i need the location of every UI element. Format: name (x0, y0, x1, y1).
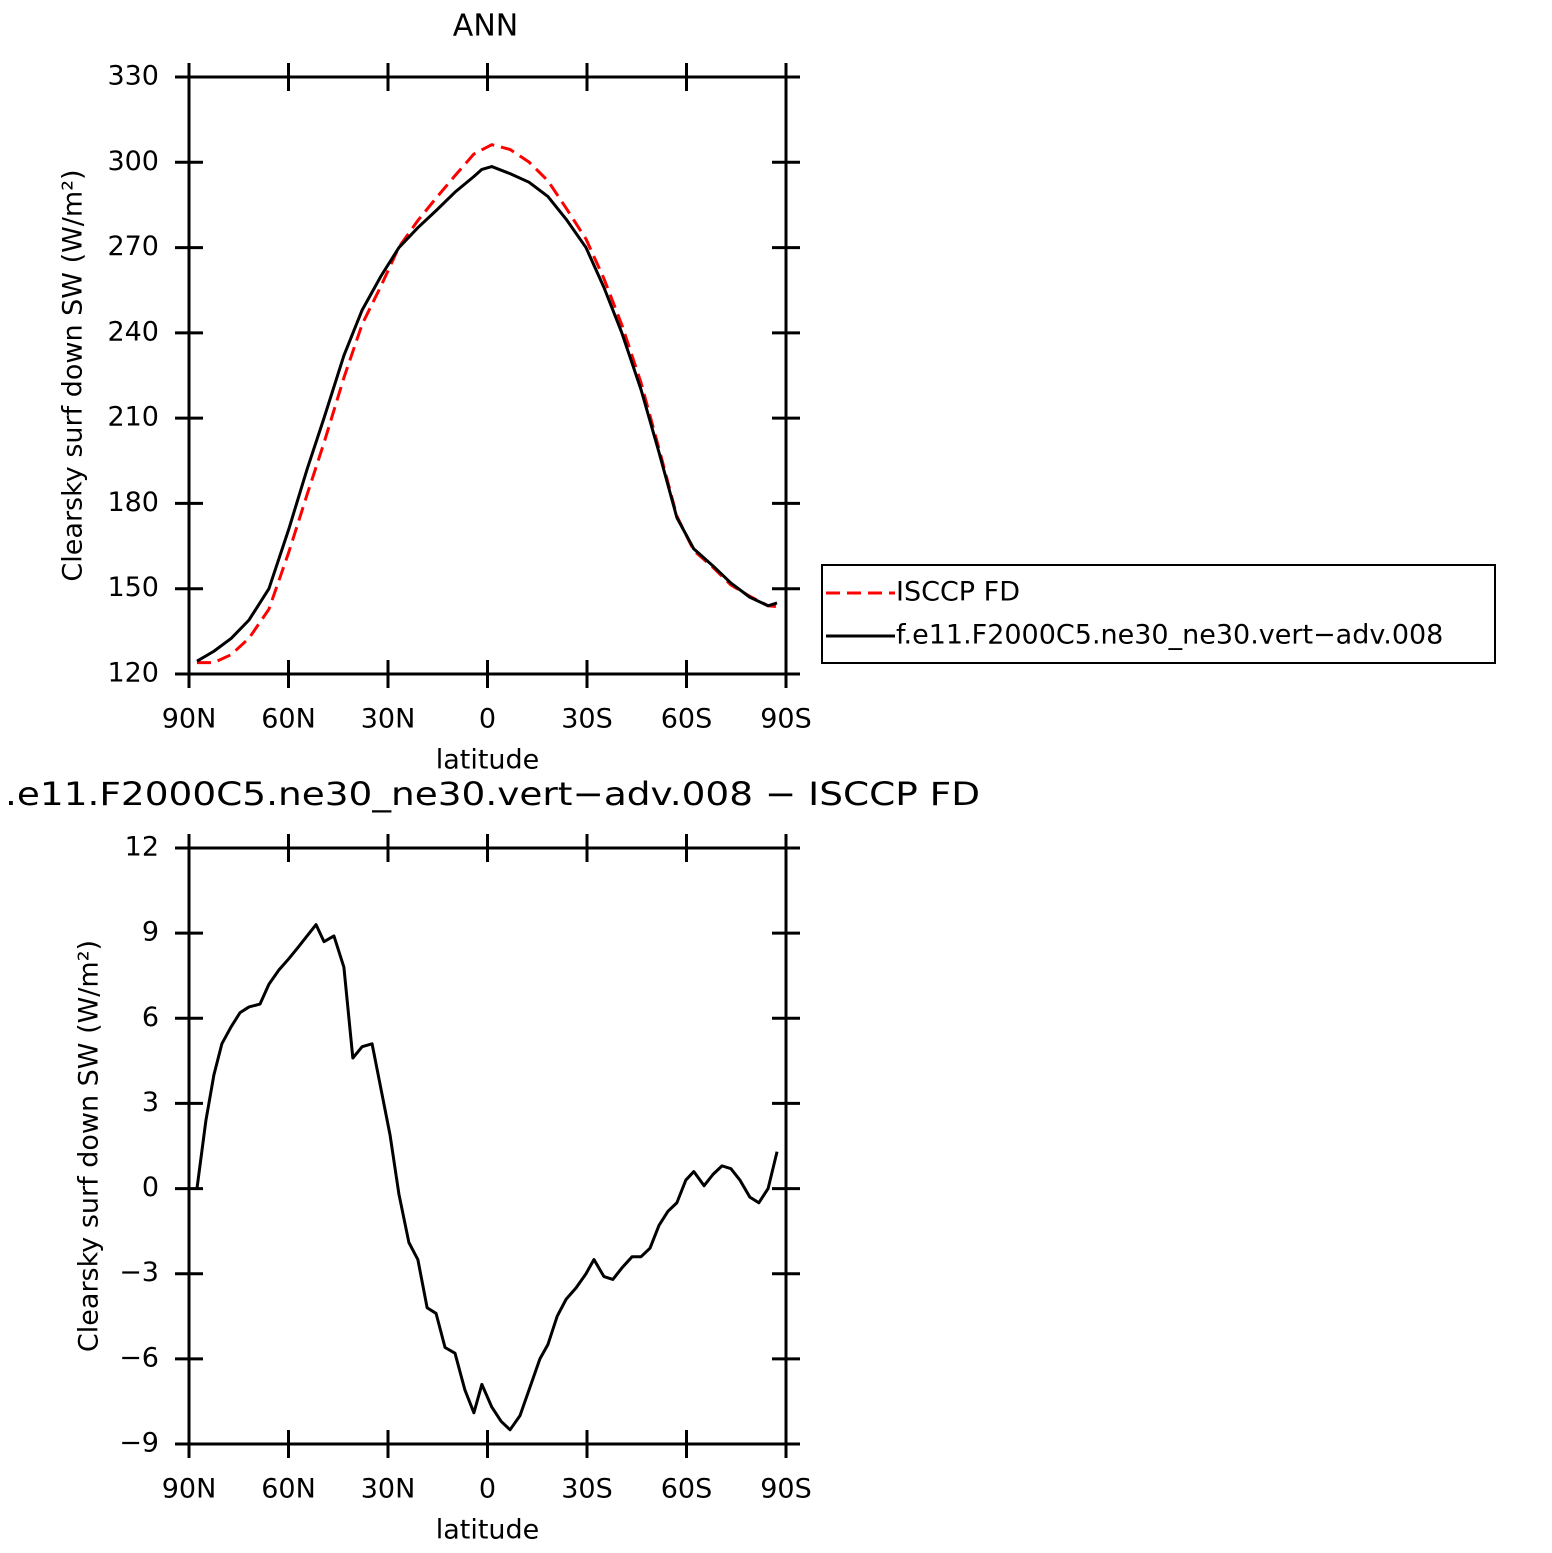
y-axis-label: Clearsky surf down SW (W/m²) (74, 940, 105, 1352)
x-tick-label: 90S (760, 1474, 812, 1505)
y-tick-label: 0 (142, 1172, 159, 1203)
x-tick-label: 30N (361, 1474, 416, 1505)
x-tick-label: 30S (561, 704, 613, 735)
y-tick-label: 330 (107, 61, 159, 92)
y-tick-label: −3 (119, 1257, 159, 1288)
x-axis-label: latitude (436, 1515, 540, 1546)
legend: ISCCP FD f.e11.F2000C5.ne30_ne30.vert−adv… (821, 564, 1496, 664)
data-line (196, 143, 778, 665)
x-tick-label: 90N (162, 704, 217, 735)
chart-title: .e11.F2000C5.ne30_ne30.vert−adv.008 − IS… (5, 775, 980, 813)
y-tick-label: 210 (107, 402, 159, 433)
data-line (196, 165, 778, 663)
legend-label: f.e11.F2000C5.ne30_ne30.vert−adv.008 (896, 620, 1443, 651)
y-tick-label: 240 (107, 316, 159, 347)
y-tick-label: 180 (107, 487, 159, 518)
x-tick-label: 60N (261, 1474, 316, 1505)
y-tick-label: 300 (107, 146, 159, 177)
y-tick-label: 150 (107, 572, 159, 603)
y-tick-label: −6 (119, 1342, 159, 1373)
legend-label: ISCCP FD (896, 577, 1020, 608)
y-tick-label: 12 (125, 832, 159, 863)
x-axis-label: latitude (436, 745, 540, 776)
y-tick-label: 120 (107, 658, 159, 689)
data-line (195, 923, 779, 1432)
y-tick-label: −9 (119, 1428, 159, 1459)
x-tick-label: 30N (361, 704, 416, 735)
plot-frame (187, 846, 788, 1446)
x-tick-label: 60N (261, 704, 316, 735)
x-tick-label: 60S (661, 704, 713, 735)
y-tick-label: 3 (142, 1087, 159, 1118)
y-tick-label: 270 (107, 231, 159, 262)
legend-box (821, 564, 1496, 664)
x-tick-label: 90S (760, 704, 812, 735)
y-axis-label: Clearsky surf down SW (W/m²) (58, 169, 89, 581)
y-tick-label: 6 (142, 1002, 159, 1033)
x-tick-label: 30S (561, 1474, 613, 1505)
x-tick-label: 60S (661, 1474, 713, 1505)
x-tick-label: 90N (162, 1474, 217, 1505)
x-tick-label: 0 (479, 704, 496, 735)
chart-title: ANN (453, 9, 518, 44)
y-tick-label: 9 (142, 917, 159, 948)
x-tick-label: 0 (479, 1474, 496, 1505)
